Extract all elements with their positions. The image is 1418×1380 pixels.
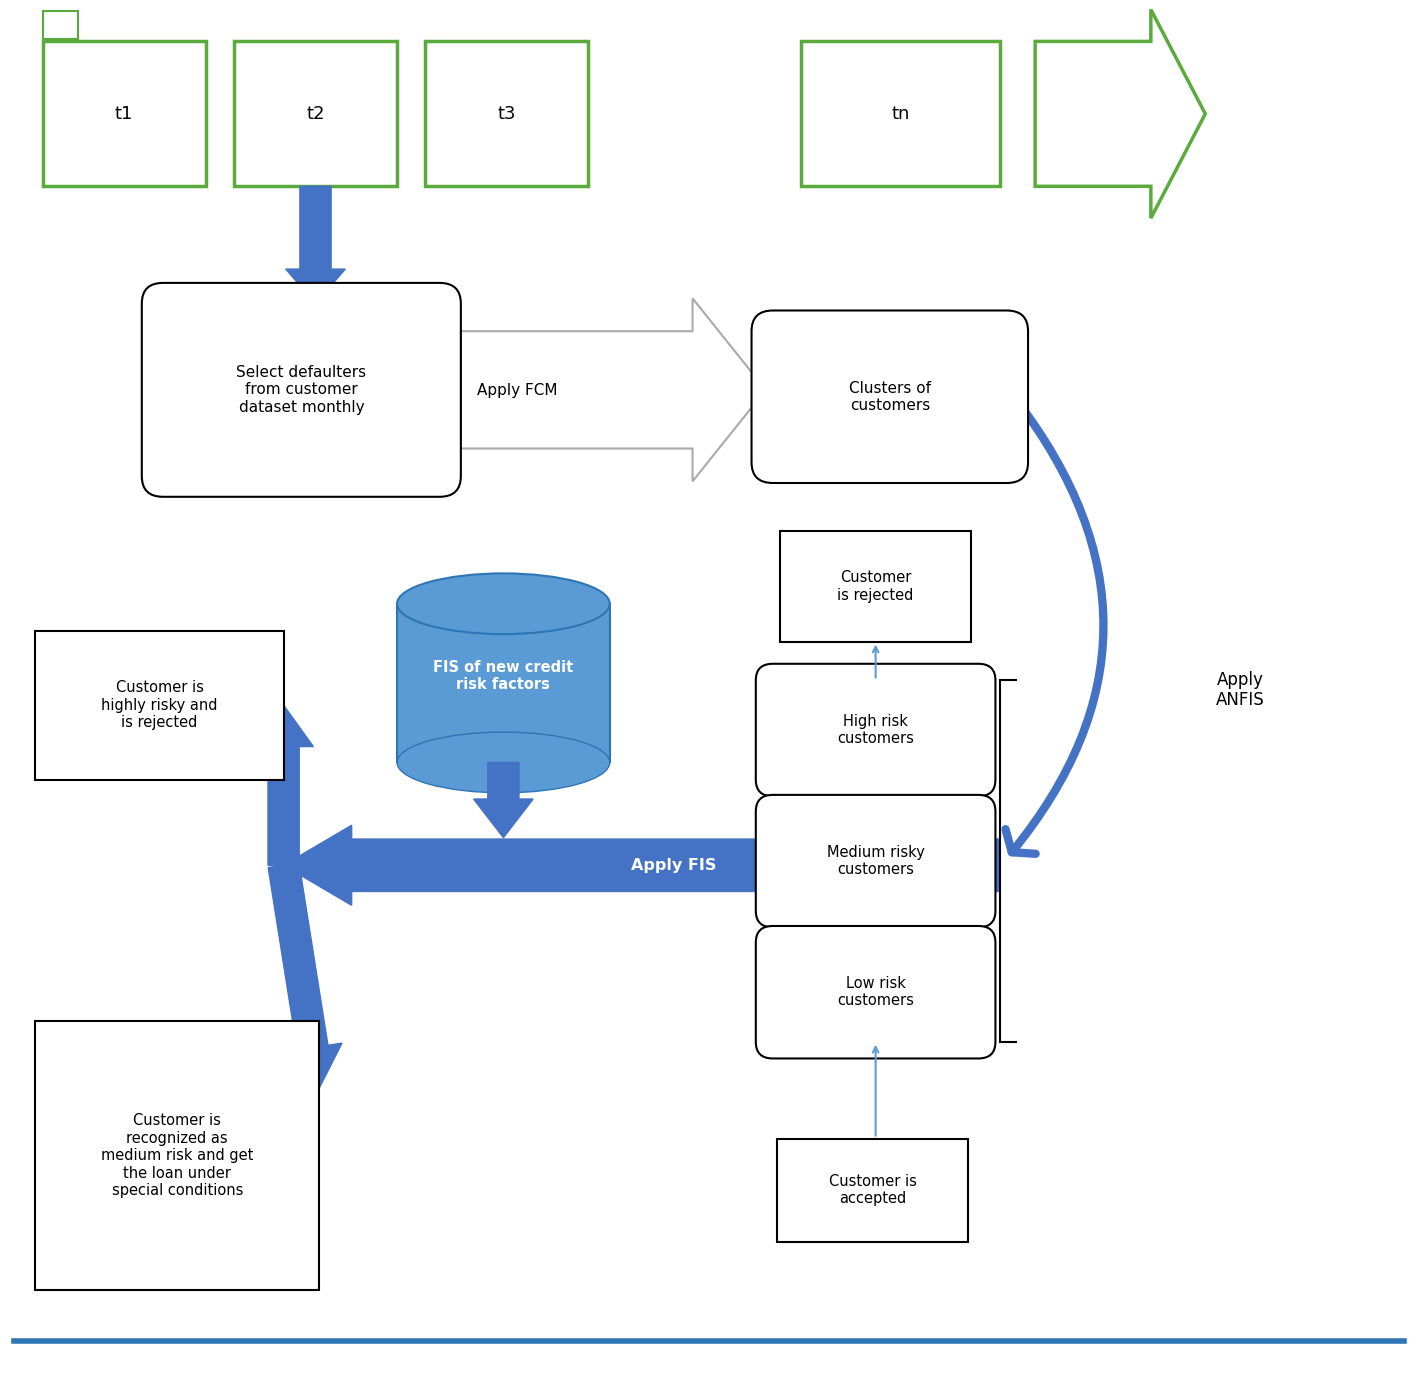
Text: Clusters of
customers: Clusters of customers — [849, 381, 930, 413]
Bar — [43, 11, 78, 39]
Text: Customer is
recognized as
medium risk and get
the loan under
special conditions: Customer is recognized as medium risk an… — [101, 1114, 254, 1198]
Text: Customer is
highly risky and
is rejected: Customer is highly risky and is rejected — [101, 680, 218, 730]
Ellipse shape — [397, 731, 610, 792]
FancyArrow shape — [474, 762, 533, 838]
Text: Select defaulters
from customer
dataset monthly: Select defaulters from customer dataset … — [237, 364, 366, 415]
Bar — [397, 604, 610, 762]
Text: Customer
is rejected: Customer is rejected — [838, 570, 913, 603]
FancyArrow shape — [268, 862, 342, 1089]
FancyBboxPatch shape — [35, 1021, 319, 1290]
Text: High risk
customers: High risk customers — [837, 713, 915, 747]
Text: Low risk
customers: Low risk customers — [837, 976, 915, 1009]
FancyBboxPatch shape — [756, 795, 995, 927]
Text: t2: t2 — [306, 105, 325, 123]
Text: FIS of new credit
risk factors: FIS of new credit risk factors — [434, 660, 573, 693]
Bar — [43, 41, 206, 186]
FancyBboxPatch shape — [756, 926, 995, 1058]
Bar — [801, 41, 1000, 186]
FancyBboxPatch shape — [142, 283, 461, 497]
FancyBboxPatch shape — [752, 310, 1028, 483]
FancyBboxPatch shape — [777, 1138, 968, 1242]
Ellipse shape — [397, 574, 610, 635]
Text: t1: t1 — [115, 105, 133, 123]
Text: tn: tn — [892, 105, 909, 123]
FancyBboxPatch shape — [35, 631, 284, 780]
FancyBboxPatch shape — [756, 664, 995, 796]
FancyArrow shape — [286, 186, 346, 304]
FancyBboxPatch shape — [780, 531, 971, 642]
Text: t3: t3 — [498, 105, 516, 123]
Text: Customer is
accepted: Customer is accepted — [830, 1174, 916, 1206]
FancyArrowPatch shape — [1005, 399, 1103, 854]
Polygon shape — [1035, 10, 1205, 218]
FancyArrow shape — [254, 705, 313, 865]
Bar — [234, 41, 397, 186]
Text: Apply FCM: Apply FCM — [478, 384, 557, 397]
Bar — [425, 41, 588, 186]
Text: Apply FIS: Apply FIS — [631, 858, 716, 872]
Text: Apply
ANFIS: Apply ANFIS — [1217, 671, 1265, 709]
FancyArrow shape — [284, 825, 1000, 905]
Polygon shape — [461, 298, 766, 482]
Text: Medium risky
customers: Medium risky customers — [827, 845, 925, 878]
